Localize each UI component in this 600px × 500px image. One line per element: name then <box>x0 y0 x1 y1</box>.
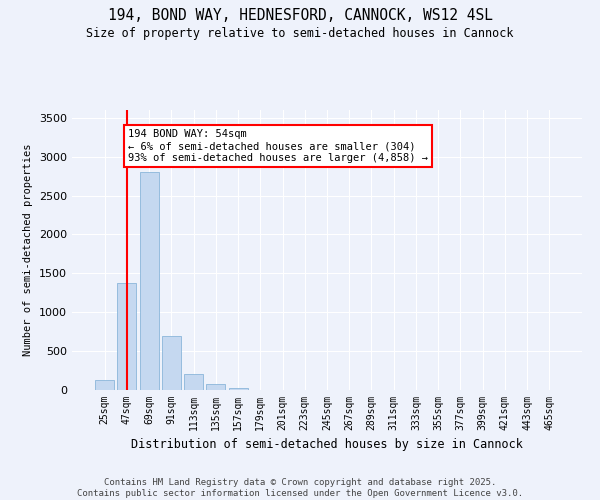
Text: Contains HM Land Registry data © Crown copyright and database right 2025.
Contai: Contains HM Land Registry data © Crown c… <box>77 478 523 498</box>
Text: Size of property relative to semi-detached houses in Cannock: Size of property relative to semi-detach… <box>86 28 514 40</box>
Bar <box>184 374 203 390</box>
Bar <box>229 388 248 390</box>
Bar <box>95 380 114 390</box>
Bar <box>118 282 136 390</box>
Bar <box>206 384 225 390</box>
X-axis label: Distribution of semi-detached houses by size in Cannock: Distribution of semi-detached houses by … <box>131 438 523 452</box>
Bar <box>162 336 181 390</box>
Bar <box>140 172 158 390</box>
Text: 194 BOND WAY: 54sqm
← 6% of semi-detached houses are smaller (304)
93% of semi-d: 194 BOND WAY: 54sqm ← 6% of semi-detache… <box>128 130 428 162</box>
Y-axis label: Number of semi-detached properties: Number of semi-detached properties <box>23 144 34 356</box>
Text: 194, BOND WAY, HEDNESFORD, CANNOCK, WS12 4SL: 194, BOND WAY, HEDNESFORD, CANNOCK, WS12… <box>107 8 493 22</box>
